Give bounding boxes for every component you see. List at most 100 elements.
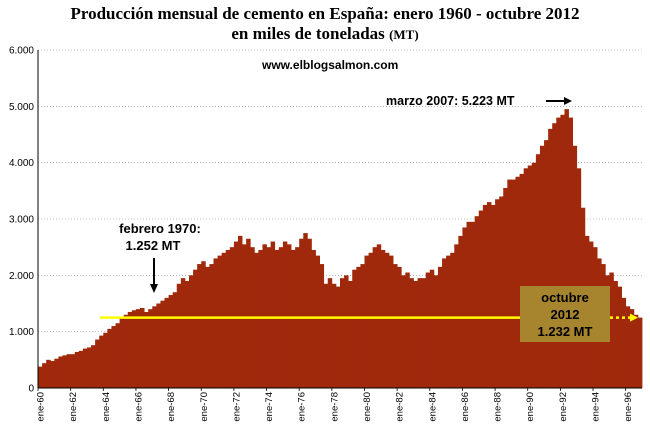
bar [184,280,190,388]
bar [258,249,263,388]
bar [270,241,276,388]
y-tick-label: 5.000 [9,102,34,113]
bar [95,339,100,388]
watermark-text: www.elblogsalmon.com [261,58,398,72]
y-tick-labels: 0 1.000 2.000 3.000 4.000 5.000 6.000 [9,46,34,395]
x-tick-label: ene-92 [558,392,569,422]
bar [568,117,574,388]
x-tick-label: ene-70 [199,392,210,422]
bar [560,114,565,388]
bar [103,332,108,388]
bar [82,348,88,388]
bar [50,360,55,388]
x-tick-label: ene-82 [395,392,406,422]
bar [637,317,643,388]
bar [613,280,618,388]
bar [331,283,337,388]
y-tick-label: 6.000 [9,46,34,57]
bar [193,269,198,388]
bar [86,347,92,388]
bar [303,233,308,388]
bar [462,227,467,388]
annotation-oct2012-line2: 2012 [551,307,580,322]
bar [433,275,439,388]
y-tick-label: 4.000 [9,158,34,169]
bar [327,278,333,388]
bar [58,356,63,388]
x-tick-label: ene-96 [623,392,634,422]
bar [323,283,329,388]
bar [201,261,206,388]
bar [450,252,455,388]
bar [46,359,51,388]
bar [221,252,227,388]
bar [621,297,627,388]
bar [180,278,186,388]
bar [307,238,312,388]
bar [633,314,639,388]
bar [572,145,578,388]
bar [446,255,451,388]
bar [315,255,320,388]
bar [625,306,631,388]
bar [62,355,67,388]
bar [609,272,614,388]
y-tick-label: 2.000 [9,271,34,282]
bar [617,286,622,388]
bar [352,269,357,388]
bar [127,311,133,388]
bar [131,310,137,388]
bar [576,168,582,388]
bar [135,309,141,388]
x-tick-label: ene-68 [166,392,177,422]
bar [233,241,239,388]
bar [78,350,84,388]
x-tick-label: ene-76 [297,392,308,422]
bar [205,266,210,388]
bar [274,249,280,388]
reference-line-arrowhead [630,313,638,322]
bar [91,345,96,388]
reference-line [100,313,638,322]
bar [380,249,386,388]
annotation-feb1970-line1: febrero 1970: [119,221,201,236]
bar [344,275,349,388]
bar [164,297,169,388]
bar [442,258,447,388]
chart-title-line1: Producción mensual de cemento en España:… [70,4,580,23]
bar [282,241,288,388]
bar [466,221,471,388]
bar [478,210,484,388]
x-tick-label: ene-66 [133,392,144,422]
bar [168,295,174,388]
annotation-feb1970-arrow [150,258,158,293]
bar [629,309,635,388]
bar [429,269,435,388]
chart-title-unit: (MT) [389,27,419,42]
annotation-oct2012-line3: 1.232 MT [538,324,593,339]
bar [470,221,476,388]
bar [539,145,545,388]
x-tick-label: ene-84 [427,392,438,422]
bar [393,264,398,388]
y-tick-label: 3.000 [9,215,34,226]
y-tick-label: 1.000 [9,327,34,338]
x-tick-label: ene-80 [362,392,373,422]
bar [176,283,182,388]
bar [335,286,341,388]
bar [286,244,292,388]
bar [42,363,47,388]
x-tick-label: ene-90 [525,392,536,422]
chart-title-line2-text: en miles de toneladas [231,24,385,43]
bar [54,358,59,388]
bar [564,109,569,389]
bar [213,258,218,388]
bar [409,278,414,388]
bar [376,244,382,388]
bar [527,165,533,388]
bar [237,235,243,388]
bar [152,306,157,388]
bar [507,179,512,388]
bar [360,264,365,388]
